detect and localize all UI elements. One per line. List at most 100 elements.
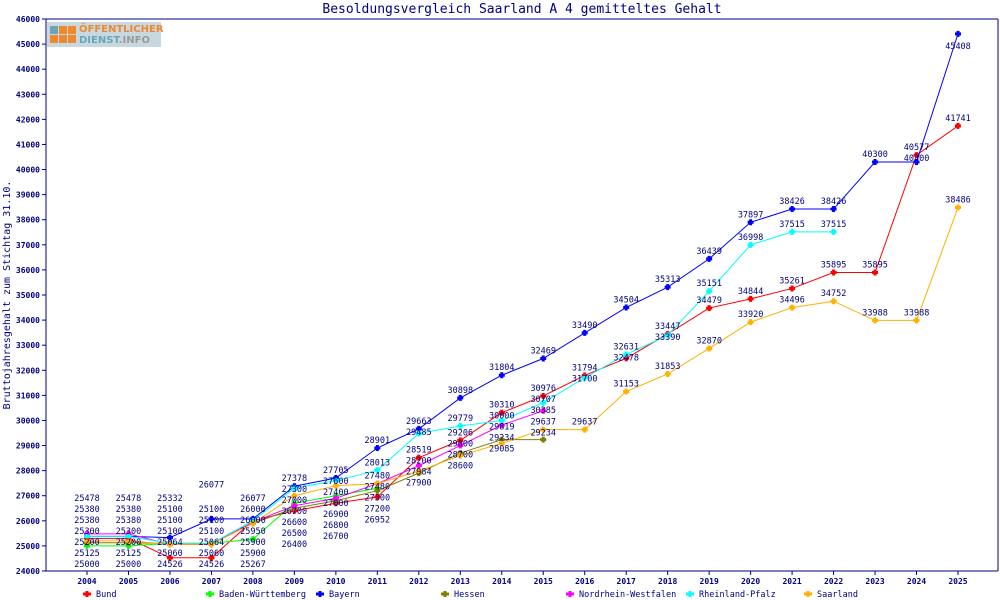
data-point xyxy=(498,440,505,447)
y-tick-label: 45000 xyxy=(16,40,40,49)
data-label: 26077 xyxy=(199,480,225,490)
x-tick-label: 2022 xyxy=(824,577,843,586)
data-label: 27300 xyxy=(365,494,391,504)
data-label: 29637 xyxy=(572,418,598,428)
data-label: 25950 xyxy=(240,527,266,537)
data-label: 30976 xyxy=(530,384,556,394)
data-label: 33490 xyxy=(572,321,598,331)
data-point xyxy=(498,372,505,379)
x-tick-label: 2011 xyxy=(368,577,387,586)
legend-marker xyxy=(804,591,812,597)
series-saarland xyxy=(84,204,961,548)
data-label: 25380 xyxy=(116,505,142,515)
data-point xyxy=(913,159,920,166)
data-label: 38426 xyxy=(779,197,805,207)
data-point xyxy=(830,269,837,276)
legend-marker xyxy=(686,591,694,597)
data-label: 41741 xyxy=(945,114,971,124)
data-label: 25380 xyxy=(116,516,142,526)
y-tick-label: 39000 xyxy=(16,191,40,200)
data-point xyxy=(249,520,256,527)
data-label: 25100 xyxy=(157,527,183,537)
data-label: 27400 xyxy=(323,488,349,498)
data-point xyxy=(457,423,464,429)
data-point xyxy=(125,537,132,544)
data-label: 27000 xyxy=(323,499,349,509)
legend-label: Baden-Württemberg xyxy=(219,590,306,600)
x-tick-label: 2009 xyxy=(285,577,304,586)
data-label: 25064 xyxy=(157,538,183,548)
data-point xyxy=(415,454,422,461)
data-label: 25060 xyxy=(199,549,225,559)
data-point xyxy=(208,554,215,561)
data-point xyxy=(291,492,298,499)
data-point xyxy=(789,206,796,213)
data-label: 27600 xyxy=(323,477,349,487)
series-bayern xyxy=(84,30,961,541)
data-point xyxy=(166,554,173,561)
data-label: 25125 xyxy=(74,549,100,559)
logo-line2b: .INFO xyxy=(118,34,150,46)
series-line xyxy=(87,33,959,539)
y-tick-label: 27000 xyxy=(16,492,40,501)
data-point xyxy=(374,480,381,487)
data-point xyxy=(706,345,713,352)
data-label: 28600 xyxy=(447,461,473,471)
data-label: 35151 xyxy=(696,279,722,289)
data-label: 31853 xyxy=(655,362,681,372)
x-tick-label: 2004 xyxy=(77,577,96,586)
data-label: 37515 xyxy=(779,220,805,230)
data-label: 29206 xyxy=(447,428,473,438)
data-point xyxy=(332,482,339,489)
data-point xyxy=(374,493,381,500)
y-tick-label: 41000 xyxy=(16,140,40,149)
y-tick-label: 24000 xyxy=(16,567,40,576)
data-point xyxy=(623,304,630,311)
x-tick-label: 2024 xyxy=(907,577,926,586)
x-tick-label: 2025 xyxy=(948,577,967,586)
data-label: 26952 xyxy=(365,516,391,526)
data-point xyxy=(872,317,879,324)
legend-label: Bund xyxy=(96,590,116,600)
y-tick-label: 26000 xyxy=(16,517,40,526)
data-label: 32631 xyxy=(613,342,639,352)
data-label: 25300 xyxy=(116,527,142,537)
data-point xyxy=(540,407,547,414)
x-tick-label: 2005 xyxy=(119,577,138,586)
data-label: 34496 xyxy=(779,296,805,306)
y-tick-label: 44000 xyxy=(16,65,40,74)
data-label: 27480 xyxy=(365,483,391,493)
data-point xyxy=(457,394,464,401)
data-label: 40300 xyxy=(904,154,930,164)
data-point xyxy=(789,304,796,311)
data-label: 34844 xyxy=(738,287,764,297)
y-tick-label: 37000 xyxy=(16,241,40,250)
data-label: 25000 xyxy=(116,560,142,570)
data-point xyxy=(374,487,381,494)
data-point xyxy=(623,388,630,395)
data-label: 29485 xyxy=(406,428,432,438)
data-point xyxy=(664,284,671,291)
data-label: 30000 xyxy=(489,412,515,422)
data-label: 24526 xyxy=(199,560,225,570)
data-label: 33920 xyxy=(738,310,764,320)
y-tick-label: 29000 xyxy=(16,442,40,451)
data-point xyxy=(623,351,630,358)
data-label: 25900 xyxy=(240,538,266,548)
y-axis-label: Bruttojahresgehalt zum Stichtag 31.10. xyxy=(2,181,13,410)
legend-marker xyxy=(566,591,574,597)
data-label: 29819 xyxy=(489,423,515,433)
x-tick-label: 2012 xyxy=(409,577,428,586)
data-point xyxy=(540,355,547,362)
data-label: 26700 xyxy=(323,532,349,542)
data-label: 25064 xyxy=(199,538,225,548)
data-label: 27480 xyxy=(365,472,391,482)
data-label: 25200 xyxy=(74,538,100,548)
data-label: 28200 xyxy=(406,457,432,467)
series-line xyxy=(87,439,544,544)
data-label: 25100 xyxy=(199,505,225,515)
data-point xyxy=(830,298,837,305)
data-label: 33390 xyxy=(655,333,681,343)
y-tick-label: 33000 xyxy=(16,341,40,350)
y-tick-label: 30000 xyxy=(16,416,40,425)
